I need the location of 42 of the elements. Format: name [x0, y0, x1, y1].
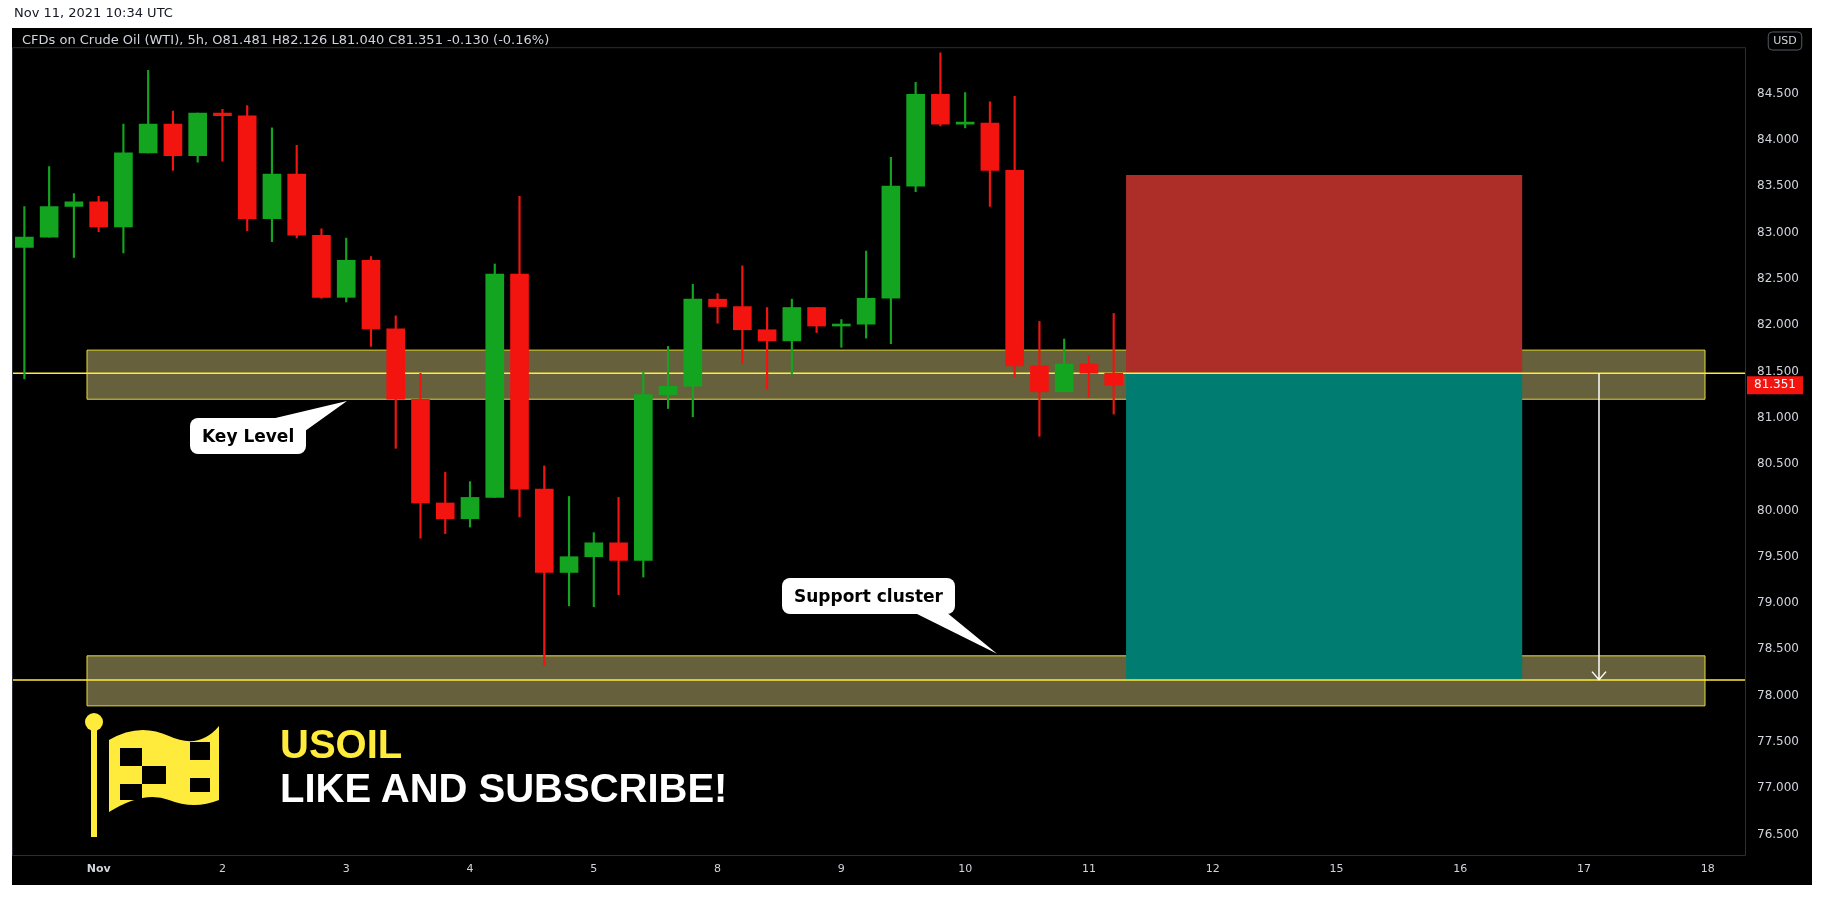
x-tick-label: 5 [590, 862, 598, 876]
y-tick-label: 78.000 [1757, 687, 1799, 702]
x-tick-label: 15 [1329, 862, 1344, 876]
candlestick [609, 497, 628, 596]
y-tick-label: 81.500 [1757, 363, 1799, 378]
y-tick-label: 79.500 [1757, 548, 1799, 563]
y-tick-label: 79.000 [1757, 595, 1799, 610]
y-tick-label: 76.500 [1757, 826, 1799, 841]
y-tick-label: 78.500 [1757, 641, 1799, 656]
band-label: Key Level [190, 418, 307, 454]
x-tick-label: 9 [837, 862, 845, 876]
x-tick-label: 3 [342, 862, 350, 876]
y-tick-label: 83.500 [1757, 178, 1799, 193]
y-tick-label: 80.500 [1757, 456, 1799, 471]
annotation: USOIL [280, 722, 403, 767]
x-tick-label: 16 [1453, 862, 1468, 876]
candlestick [708, 293, 727, 324]
y-tick-label: 82.500 [1757, 270, 1799, 285]
x-tick-label: Nov [86, 862, 112, 876]
text: 81.351 [1754, 377, 1796, 392]
y-tick-label: 77.000 [1757, 780, 1799, 795]
y-tick-label: 84.000 [1757, 131, 1799, 146]
y-tick-label: 81.000 [1757, 409, 1799, 424]
x-tick-label: 18 [1700, 862, 1715, 876]
chart-title: CFDs on Crude Oil (WTI), 5h, O81.481 H82.126 L81.040 C81.351 -0.130 (-0.16%) [22, 32, 550, 48]
x-tick-label: 17 [1577, 862, 1592, 876]
x-tick-label: 4 [466, 862, 474, 876]
y-tick-label: 77.500 [1757, 734, 1799, 749]
x-tick-label: 2 [218, 862, 226, 876]
y-tick-label: 80.000 [1757, 502, 1799, 517]
x-tick-label: 12 [1205, 862, 1220, 876]
candlestick [1030, 321, 1049, 437]
annotation: LIKE AND SUBSCRIBE! [280, 766, 728, 811]
band-label: Support cluster [782, 578, 955, 614]
text: Nov 11, 2021 10:34 UTC [14, 5, 173, 20]
y-tick-label: 84.500 [1757, 85, 1799, 100]
y-tick-label: 83.000 [1757, 224, 1799, 239]
y-tick-label: 82.000 [1757, 317, 1799, 332]
x-tick-label: 8 [714, 862, 722, 876]
text: USD [1773, 33, 1797, 47]
x-tick-label: 11 [1081, 862, 1096, 876]
x-tick-label: 10 [958, 862, 973, 876]
